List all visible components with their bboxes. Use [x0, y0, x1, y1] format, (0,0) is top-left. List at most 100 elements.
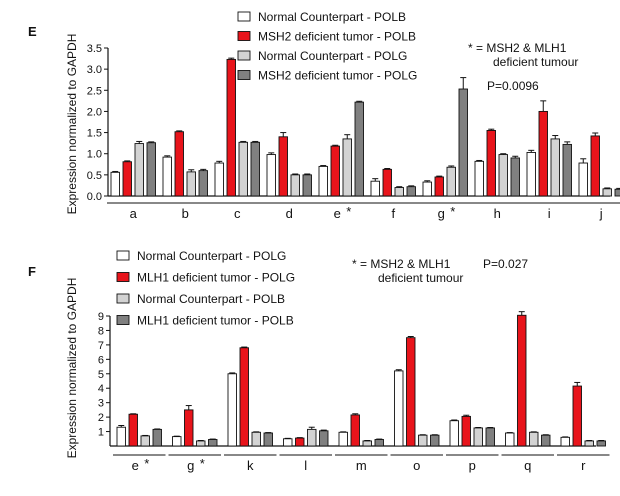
category-label: c: [234, 206, 241, 221]
bar: [152, 428, 162, 447]
legend-swatch: [237, 70, 251, 80]
bar: [434, 176, 444, 197]
panel-e-annotation-line1: * = MSH2 & MLH1: [468, 41, 567, 55]
bar: [239, 347, 249, 447]
panel-e-label: E: [28, 24, 37, 39]
bar: [278, 136, 288, 197]
bar: [330, 145, 340, 197]
panel-f-label: F: [28, 264, 36, 279]
bar: [473, 427, 483, 447]
category-label: h: [494, 206, 501, 221]
bar: [227, 373, 237, 447]
bar: [406, 186, 416, 197]
panel-e-pvalue: P=0.0096: [487, 79, 539, 93]
bar: [485, 427, 495, 447]
bar: [505, 432, 515, 447]
bar: [250, 141, 260, 197]
bar: [214, 162, 224, 197]
legend-entry: Normal Counterpart - POLB: [137, 292, 285, 306]
bar: [449, 420, 459, 447]
category-label: l: [304, 458, 307, 473]
bar: [110, 171, 120, 197]
bar: [446, 166, 456, 197]
bar: [550, 138, 560, 197]
bar: [394, 187, 404, 197]
y-tick-label: 7: [98, 340, 104, 352]
bar: [458, 88, 468, 197]
y-tick-label: 4: [98, 383, 104, 395]
bar: [590, 135, 600, 197]
bar: [370, 180, 380, 197]
bar: [560, 436, 570, 447]
legend-swatch: [237, 31, 251, 41]
bar: [266, 154, 276, 197]
y-tick-label: 1.5: [87, 128, 102, 140]
legend-entry: Normal Counterpart - POLB: [258, 10, 406, 24]
legend-swatch: [116, 315, 130, 325]
bar: [172, 436, 182, 447]
panel-f-annotation-line1: * = MSH2 & MLH1: [352, 257, 451, 271]
category-label: r: [581, 458, 586, 473]
bar: [198, 170, 208, 197]
bar: [146, 142, 156, 197]
bar: [418, 434, 428, 447]
category-label: m: [356, 458, 367, 473]
category-label: p: [469, 458, 476, 473]
bar: [174, 131, 184, 197]
category-label: j: [599, 206, 603, 221]
bar: [562, 143, 572, 197]
legend-entry: Normal Counterpart - POLG: [137, 249, 286, 263]
bar: [307, 428, 317, 447]
bar: [283, 438, 293, 447]
category-label: g: [187, 458, 194, 473]
bar: [226, 58, 236, 197]
bar: [529, 431, 539, 447]
bar: [602, 188, 612, 197]
panel-f-plot-area: 1 2 3 4 5 6 7 8 9 e * g * k l m o p q r: [98, 311, 610, 473]
bar: [263, 432, 273, 447]
bar: [162, 156, 172, 197]
bar: [406, 337, 416, 447]
bar: [342, 138, 352, 197]
legend-entry: Normal Counterpart - POLG: [258, 49, 407, 63]
bar: [208, 439, 218, 447]
bar: [584, 440, 594, 447]
panel-e-legend: Normal Counterpart - POLB MSH2 deficient …: [237, 10, 417, 83]
y-tick-label: 1: [98, 427, 104, 439]
y-tick-label: 2: [98, 412, 104, 424]
panel-e-ylabel: Expression normalized to GAPDH: [65, 34, 79, 215]
bar: [140, 435, 150, 447]
bar: [474, 160, 484, 197]
bar: [116, 426, 126, 447]
bar: [382, 168, 392, 197]
y-tick-label: 0.0: [87, 191, 102, 203]
bar: [186, 171, 196, 197]
bar: [461, 415, 471, 447]
bar: [498, 154, 508, 197]
bar: [196, 440, 206, 447]
bar: [238, 141, 248, 197]
panel-f-legend: Normal Counterpart - POLG MLH1 deficient …: [116, 249, 295, 328]
legend-swatch: [237, 11, 251, 22]
bar: [517, 314, 527, 447]
bar: [538, 110, 548, 197]
panel-e-annotation-line2: deficient tumour: [493, 55, 578, 69]
bar: [526, 151, 536, 197]
y-tick-label: 1.0: [87, 149, 102, 161]
bar: [614, 188, 620, 197]
bar: [430, 434, 440, 447]
bar: [510, 157, 520, 197]
category-label: i: [548, 206, 551, 221]
y-tick-label: 3: [98, 398, 104, 410]
legend-entry: MSH2 deficient tumor - POLB: [258, 30, 416, 44]
legend-swatch: [116, 250, 130, 261]
y-tick-label: 8: [98, 325, 104, 337]
panel-e-chart: E Expression normalized to GAPDH * = MSH…: [28, 10, 620, 221]
bar: [596, 440, 606, 447]
bar: [251, 431, 261, 447]
panel-f-chart: F Expression normalized to GAPDH * = MSH…: [28, 249, 610, 473]
y-tick-label: 3.0: [87, 64, 102, 76]
category-label: e: [132, 458, 139, 473]
legend-swatch: [116, 272, 130, 282]
